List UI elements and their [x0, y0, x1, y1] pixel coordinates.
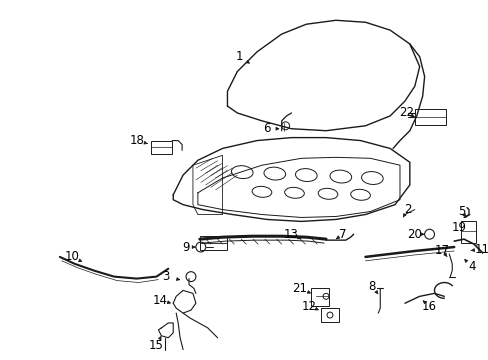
Text: 10: 10: [64, 251, 79, 264]
Text: 11: 11: [473, 243, 488, 256]
Text: 6: 6: [263, 122, 270, 135]
Text: 19: 19: [451, 221, 466, 234]
Text: 18: 18: [129, 134, 144, 147]
Bar: [414, 109, 446, 125]
Text: 9: 9: [182, 240, 189, 253]
Text: 13: 13: [284, 228, 298, 241]
Text: 15: 15: [149, 339, 163, 352]
Text: 2: 2: [403, 203, 411, 216]
Text: 4: 4: [467, 260, 475, 273]
Bar: [460, 221, 475, 243]
Text: 21: 21: [291, 282, 306, 295]
Text: 8: 8: [368, 280, 375, 293]
Text: 5: 5: [457, 205, 465, 218]
Text: 14: 14: [153, 294, 167, 307]
Text: 12: 12: [301, 300, 316, 313]
Text: 16: 16: [421, 300, 436, 313]
Text: 17: 17: [434, 244, 449, 257]
Bar: [321, 308, 338, 322]
Text: 1: 1: [235, 50, 243, 63]
Text: 7: 7: [338, 228, 346, 241]
Bar: [311, 288, 328, 306]
Text: 22: 22: [399, 107, 413, 120]
Text: 3: 3: [163, 270, 170, 283]
Bar: [150, 140, 172, 154]
Text: 20: 20: [407, 228, 421, 241]
Bar: [200, 236, 227, 250]
